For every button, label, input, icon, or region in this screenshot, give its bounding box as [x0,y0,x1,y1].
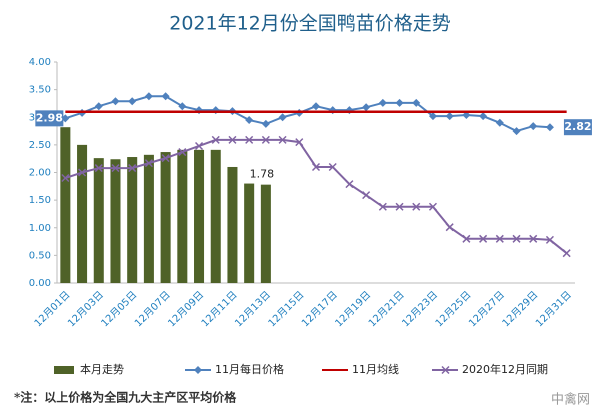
bar [177,149,188,283]
point [295,138,304,147]
y-tick-label: 0.00 [29,278,51,289]
point [61,173,70,183]
bar [227,166,238,283]
point [512,234,521,243]
point [512,127,521,136]
point [228,135,237,144]
point [128,97,137,106]
point [278,135,287,144]
legend-label: 11月均线 [352,362,399,376]
point [428,112,437,121]
bar [160,152,171,283]
data-label: 2.98 [36,111,63,124]
y-tick-label: 1.50 [29,195,51,206]
point [211,135,220,144]
point [428,202,437,211]
bar [210,149,221,283]
point [261,119,270,128]
point [445,112,454,121]
point [395,98,404,107]
bar [244,183,255,283]
point [378,202,387,211]
y-tick-label: 4.00 [29,57,51,68]
point [529,234,538,243]
y-tick-label: 3.50 [29,85,51,96]
point [545,123,554,132]
point [245,116,254,125]
bar [77,144,88,283]
point [111,97,120,106]
point [261,135,270,144]
point [178,148,187,157]
bar [93,158,104,283]
bar [127,157,138,283]
data-label: 1.78 [250,168,275,181]
point [479,112,488,121]
point [312,102,320,111]
point [94,102,103,111]
bar [260,184,271,283]
legend-label: 2020年12月同期 [462,362,548,376]
footnote: *注：以上价格为全国九大主产区平均价格 [14,390,237,405]
y-tick-label: 2.00 [29,168,51,179]
point [144,92,153,101]
point [78,168,87,177]
legend-label: 本月走势 [80,362,124,376]
bar [110,159,121,283]
legend-marker [194,366,202,374]
chart-title: 2021年12月份全国鸭苗价格走势 [169,13,451,35]
point [362,103,371,112]
bar [60,127,71,283]
point [462,234,471,243]
y-tick-label: 0.50 [29,250,51,261]
point [412,98,421,107]
y-tick-label: 1.00 [29,223,51,234]
data-label-box [35,110,64,127]
bar [143,154,154,283]
point [345,180,354,189]
point [144,159,153,168]
point [479,234,488,243]
point [278,113,287,122]
point [362,191,371,200]
legend-label: 11月每日价格 [215,362,284,376]
point [562,249,571,258]
y-tick-label: 2.50 [29,140,51,151]
point [161,154,170,163]
point [545,235,554,244]
point [378,98,387,107]
point [195,141,204,151]
point [245,135,254,144]
point [529,122,538,131]
point [161,92,170,101]
point [462,111,471,120]
data-label-box [563,119,592,136]
point [311,162,321,172]
point [178,102,187,111]
bar [194,149,205,283]
point [412,202,421,211]
point [111,164,120,173]
point [94,164,103,173]
point [495,118,504,127]
legend-swatch [54,366,74,374]
point [495,234,504,243]
point [128,164,137,173]
data-label: 2.82 [564,120,591,133]
point [445,223,454,232]
watermark: 中禽网 [551,392,590,408]
point [395,202,404,211]
legend-marker [441,365,450,375]
point [328,162,337,172]
